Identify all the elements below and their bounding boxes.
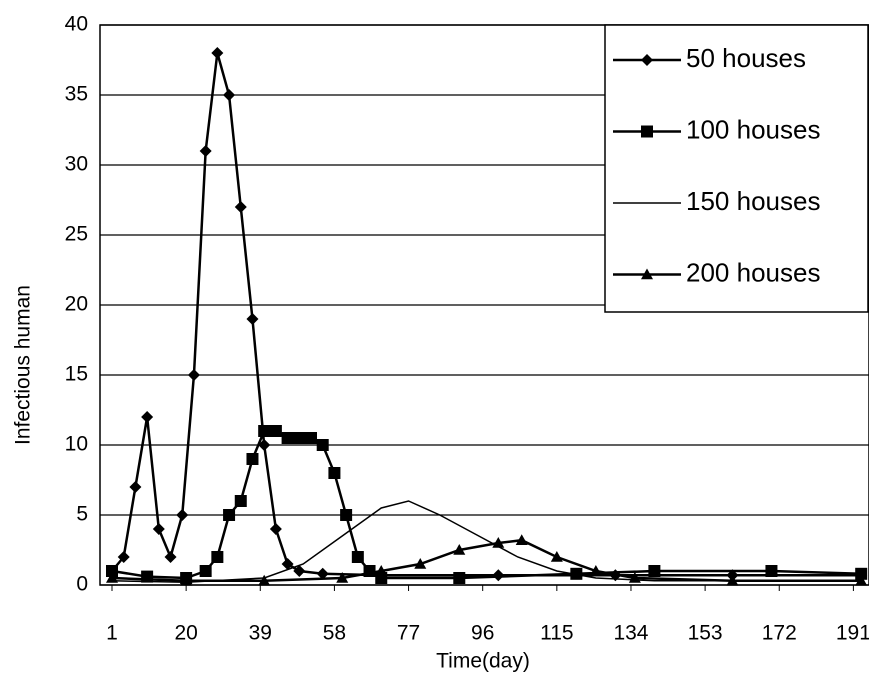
legend-marker xyxy=(641,125,653,138)
x-tick-label: 1 xyxy=(106,622,118,645)
point-marker xyxy=(211,551,224,563)
point-marker xyxy=(234,201,247,213)
point-marker xyxy=(316,567,329,580)
point-marker xyxy=(453,544,466,555)
y-tick-label: 15 xyxy=(65,363,88,386)
point-marker xyxy=(246,313,259,325)
point-marker xyxy=(492,537,505,548)
y-tick-label: 10 xyxy=(65,433,88,456)
point-marker xyxy=(550,551,563,562)
point-marker xyxy=(106,565,118,577)
point-marker xyxy=(340,509,353,521)
point-marker xyxy=(328,467,341,479)
series-line xyxy=(111,429,862,580)
series-line xyxy=(111,500,862,583)
point-marker xyxy=(293,432,306,444)
x-tick-label: 134 xyxy=(613,622,648,645)
x-tick-label: 77 xyxy=(397,622,420,645)
y-tick-label: 5 xyxy=(76,503,88,526)
point-marker xyxy=(164,551,177,563)
y-tick-label: 20 xyxy=(65,293,88,316)
point-marker xyxy=(453,572,466,584)
point-marker xyxy=(375,565,388,576)
point-marker xyxy=(152,523,165,535)
x-tick-label: 153 xyxy=(688,622,723,645)
point-marker xyxy=(351,551,364,563)
point-marker xyxy=(187,369,200,381)
point-marker xyxy=(176,509,189,521)
point-marker xyxy=(269,425,282,437)
legend-marker xyxy=(641,54,653,66)
point-marker xyxy=(363,565,376,577)
point-marker xyxy=(855,574,868,586)
x-tick-label: 115 xyxy=(540,622,573,645)
point-marker xyxy=(258,574,271,586)
point-marker xyxy=(414,558,427,569)
point-marker xyxy=(648,565,661,577)
point-marker xyxy=(223,89,236,101)
x-tick-label: 20 xyxy=(174,622,197,645)
point-marker xyxy=(106,572,118,583)
point-marker xyxy=(117,551,130,563)
point-marker xyxy=(199,565,212,577)
point-marker xyxy=(199,145,212,157)
point-marker xyxy=(515,534,528,545)
point-marker xyxy=(180,574,193,586)
point-marker xyxy=(141,411,154,423)
point-marker xyxy=(855,567,868,580)
point-marker xyxy=(281,432,294,444)
point-marker xyxy=(305,432,318,444)
x-tick-label: 172 xyxy=(762,622,797,645)
point-marker xyxy=(293,565,306,577)
point-marker xyxy=(589,565,602,576)
legend-box xyxy=(604,24,869,313)
point-marker xyxy=(258,439,271,451)
point-marker xyxy=(492,569,505,582)
point-marker xyxy=(258,425,271,437)
point-marker xyxy=(281,558,294,570)
x-axis-title: Time(day) xyxy=(436,650,530,673)
point-marker xyxy=(316,439,329,451)
y-tick-label: 25 xyxy=(65,223,88,246)
legend-label: 200 houses xyxy=(686,257,820,287)
legend-label: 100 houses xyxy=(686,114,820,144)
x-tick-label: 191 xyxy=(836,622,869,645)
point-marker xyxy=(129,481,142,493)
x-tick-label: 39 xyxy=(249,622,272,645)
y-tick-label: 30 xyxy=(65,153,88,176)
point-marker xyxy=(765,565,778,577)
legend-label: 150 houses xyxy=(686,186,820,216)
point-marker xyxy=(726,574,739,586)
point-marker xyxy=(223,509,236,521)
legend-label: 50 houses xyxy=(686,43,806,73)
x-tick-label: 58 xyxy=(323,622,346,645)
point-marker xyxy=(246,453,259,465)
point-marker xyxy=(269,523,282,535)
y-tick-label: 40 xyxy=(65,13,88,36)
x-tick-label: 96 xyxy=(471,622,494,645)
point-marker xyxy=(628,572,641,583)
point-marker xyxy=(211,47,224,59)
series-line xyxy=(111,538,862,583)
y-axis-title: Infectious human xyxy=(12,285,35,445)
legend-marker xyxy=(641,268,653,280)
y-tick-label: 35 xyxy=(65,83,88,106)
point-marker xyxy=(234,495,247,507)
y-tick-label: 0 xyxy=(76,573,88,596)
point-marker xyxy=(336,572,349,583)
